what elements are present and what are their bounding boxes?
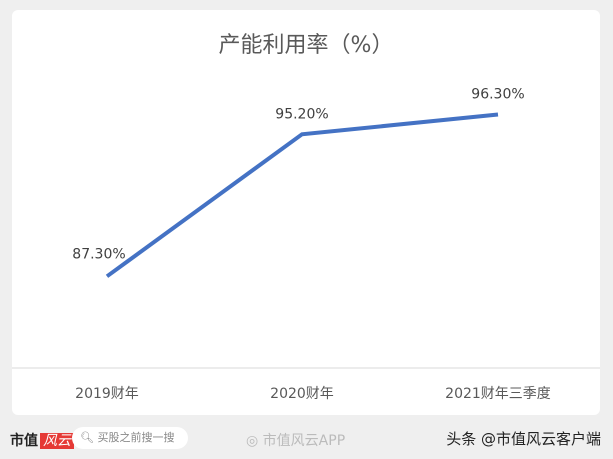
search-input[interactable]: 🔍︎ 买股之前搜一搜 bbox=[72, 427, 188, 449]
logo-red: 风云 bbox=[40, 433, 74, 449]
source-label: 头条 @市值风云客户端 bbox=[446, 430, 601, 448]
watermark: ◎ 市值风云APP bbox=[246, 430, 345, 450]
line-chart: 产能利用率（%） 87.30% 2019财年 95.20% 2020财年 96.30% 2… bbox=[12, 33, 600, 402]
brand-logo: 市值 风云 bbox=[10, 430, 74, 450]
x-tick-label: 2021财年三季度 bbox=[445, 386, 551, 402]
data-label: 87.30% bbox=[72, 246, 125, 262]
watermark-text: 市值风云APP bbox=[262, 433, 346, 449]
weibo-icon: ◎ bbox=[246, 433, 263, 449]
x-tick-label: 2020财年 bbox=[270, 386, 334, 402]
series-line bbox=[105, 112, 499, 278]
data-label: 96.30% bbox=[471, 87, 524, 103]
x-tick-label: 2019财年 bbox=[75, 386, 139, 402]
footer: 市值 风云 🔍︎ 买股之前搜一搜 ◎ 市值风云APP 头条 @市值风云客户端 bbox=[0, 418, 613, 459]
search-placeholder: 买股之前搜一搜 bbox=[97, 431, 175, 444]
chart-title: 产能利用率（%） bbox=[219, 33, 394, 58]
logo-text: 市值 bbox=[10, 433, 38, 449]
data-label: 95.20% bbox=[275, 106, 328, 122]
search-icon: 🔍︎ bbox=[80, 431, 98, 444]
chart-card bbox=[12, 10, 600, 415]
